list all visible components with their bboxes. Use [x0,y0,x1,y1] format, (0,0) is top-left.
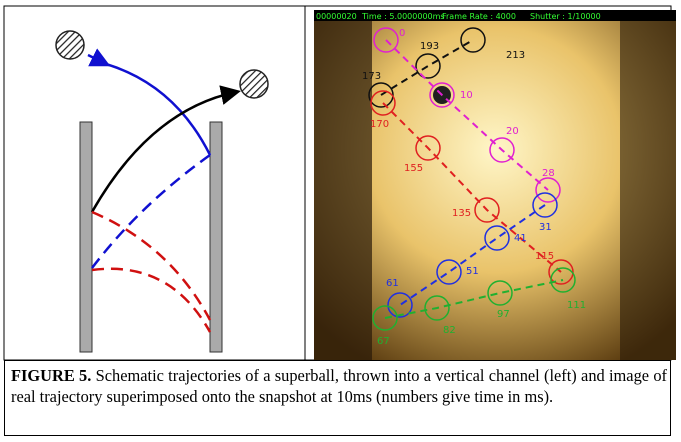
time-label: 61 [386,278,399,289]
caption-label: FIGURE 5. [11,366,91,385]
shadow [620,10,676,360]
ball [240,70,268,98]
overlay-text: Shutter : 1/10000 [530,12,601,21]
caption-text: Schematic trajectories of a superball, t… [11,366,667,406]
overlay-text: Frame Rate : 4000 [442,12,516,21]
trajectory [92,155,210,268]
time-label: 20 [506,126,519,137]
time-label: 111 [567,300,586,311]
arrow [88,55,106,64]
time-label: 67 [377,336,390,347]
time-label: 51 [466,266,479,277]
time-label: 170 [370,119,389,130]
ball [56,31,84,59]
time-label: 97 [497,309,510,320]
caption: FIGURE 5. Schematic trajectories of a su… [4,360,671,436]
page: 00000020 Time : 5.0000000msFrame Rate : 4… [0,0,681,442]
trajectory [106,64,210,155]
shadow [314,10,372,360]
trajectory [92,212,210,320]
wall [80,122,92,352]
wall [210,122,222,352]
schematic [56,31,268,352]
time-label: 28 [542,168,555,179]
overlay-text: Time : 5.0000000ms [361,12,445,21]
time-label: 135 [452,208,471,219]
time-label: 0 [399,28,405,39]
time-label: 31 [539,222,552,233]
time-label: 193 [420,41,439,52]
time-label: 213 [506,50,525,61]
time-label: 10 [460,90,473,101]
trajectory [92,269,210,332]
time-label: 115 [535,251,554,262]
time-label: 155 [404,163,423,174]
time-label: 41 [514,233,527,244]
time-label: 82 [443,325,456,336]
time-label: 173 [362,71,381,82]
overlay-text: 00000020 [316,12,357,21]
